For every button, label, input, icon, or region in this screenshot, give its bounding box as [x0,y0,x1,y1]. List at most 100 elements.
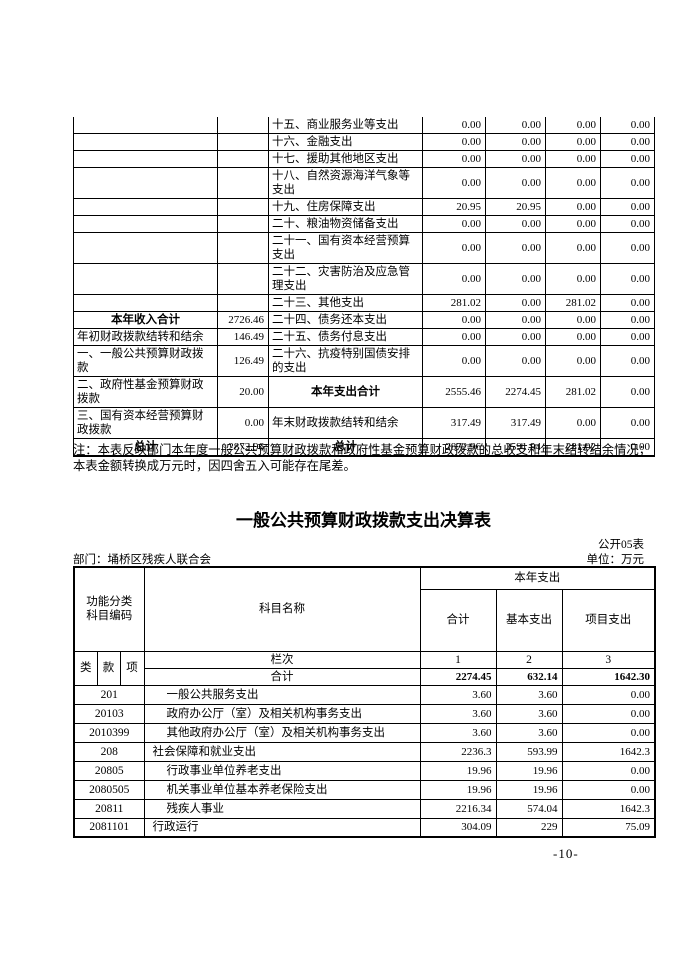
expense-item-label: 十五、商业服务业等支出 [268,117,423,134]
function-code: 2010399 [73,722,145,743]
expense-item-label: 二十三、其他支出 [268,294,423,312]
row-basic-amount: 574.04 [495,798,563,819]
subject-name: 残疾人事业 [143,798,421,819]
expense-item-amount: 0.00 [545,198,601,216]
total-row: 合计 2274.45 632.14 1642.30 [74,667,656,686]
expense-item-amount: 0.00 [600,328,655,346]
expense-item-label: 十七、援助其他地区支出 [268,150,423,168]
expense-item-amount: 0.00 [600,232,655,264]
summary-table-row: 十五、商业服务业等支出 0.00 0.00 0.00 0.00 [73,117,655,134]
column-index-3: 3 [561,650,656,669]
income-item-label [73,117,218,134]
project-expense-column-header: 项目支出 [561,588,656,652]
row-project-amount: 75.09 [561,817,656,838]
subject-column-header: 科目名称 [143,566,421,652]
expenditure-table-row: 20103 政府办公厅（室）及相关机构事务支出 3.60 3.60 0.00 [73,703,656,724]
unit-label: 单位：万元 [586,554,645,566]
summary-table: 十五、商业服务业等支出 0.00 0.00 0.00 0.00 十六、金融支出 0.00 0.… [73,117,655,457]
summary-table-row: 本年收入合计 2726.46 二十四、债务还本支出 0.00 0.00 0.00 0.00 [73,311,655,329]
summary-table-row: 年初财政拨款结转和结余 146.49 二十五、债务付息支出 0.00 0.00 0.00 0… [73,328,655,346]
income-item-label: 总计 [73,438,218,457]
function-code: 20805 [73,760,145,781]
summary-table-row: 总计 2872.96 总计 2872.96 2591.94 281.02 0.00 [73,438,655,457]
expense-item-amount: 0.00 [485,150,546,168]
income-item-label [73,167,218,199]
row-project-amount: 0.00 [561,722,656,743]
total-column-header: 合计 [419,588,497,652]
expenditure-table-row: 201 一般公共服务支出 3.60 3.60 0.00 [73,684,656,705]
function-code: 2080505 [73,779,145,800]
expense-item-amount: 0.00 [600,263,655,295]
page-number: -10- [553,846,579,861]
income-item-amount [217,150,269,168]
summary-table-row: 一、一般公共预算财政拨款 126.49 二十六、抗疫特别国债安排的支出 0.00 0.0… [73,345,655,377]
row-project-amount: 0.00 [561,779,656,800]
summary-table-row: 十七、援助其他地区支出 0.00 0.00 0.00 0.00 [73,150,655,168]
function-code: 20811 [73,798,145,819]
expense-item-amount: 0.00 [422,232,486,264]
summary-table-row: 十九、住房保障支出 20.95 20.95 0.00 0.00 [73,198,655,216]
expense-item-amount: 0.00 [422,328,486,346]
summary-table-row: 二十一、国有资本经营预算支出 0.00 0.00 0.00 0.00 [73,232,655,264]
expenditure-table-row: 2010399 其他政府办公厅（室）及相关机构事务支出 3.60 3.60 0.00 [73,722,656,743]
income-item-label [73,294,218,312]
expense-item-amount: 0.00 [485,263,546,295]
expense-item-amount: 0.00 [600,345,655,377]
income-item-amount [217,215,269,233]
row-basic-amount: 229 [495,817,563,838]
function-code: 201 [73,684,145,705]
summary-table-row: 二十、粮油物资储备支出 0.00 0.00 0.00 0.00 [73,215,655,233]
expense-item-label: 十六、金融支出 [268,133,423,151]
row-project-amount: 0.00 [561,684,656,705]
income-item-amount [217,198,269,216]
subject-name: 社会保障和就业支出 [143,741,421,762]
row-project-amount: 1642.3 [561,741,656,762]
total-amount: 2274.45 [419,667,497,686]
income-item-amount: 126.49 [217,345,269,377]
expense-item-amount: 0.00 [545,150,601,168]
clause-subcolumn-header: 款 [96,650,121,686]
income-item-label [73,133,218,151]
function-code: 208 [73,741,145,762]
expense-item-amount: 0.00 [485,232,546,264]
expense-item-amount: 0.00 [422,167,486,199]
expense-item-amount: 0.00 [545,328,601,346]
summary-table-row: 十六、金融支出 0.00 0.00 0.00 0.00 [73,133,655,151]
total-basic-amount: 632.14 [495,667,563,686]
expense-item-amount: 0.00 [545,345,601,377]
subject-name: 一般公共服务支出 [143,684,421,705]
income-item-label: 三、国有资本经营预算财政拨款 [73,407,218,439]
expense-item-amount: 0.00 [600,117,655,134]
row-project-amount: 0.00 [561,760,656,781]
income-item-label: 一、一般公共预算财政拨款 [73,345,218,377]
expense-item-amount: 0.00 [485,133,546,151]
income-item-amount: 146.49 [217,328,269,346]
income-item-amount: 2726.46 [217,311,269,329]
expense-item-amount: 0.00 [422,117,486,134]
expense-item-label: 本年支出合计 [268,376,423,408]
total-row-label: 合计 [143,667,421,686]
expense-item-label: 十九、住房保障支出 [268,198,423,216]
item-subcolumn-header: 项 [119,650,145,686]
expenditure-table-row: 2080505 机关事业单位基本养老保险支出 19.96 19.96 0.00 [73,779,656,800]
expense-item-amount: 0.00 [600,376,655,408]
expense-item-label: 二十四、债务还本支出 [268,311,423,329]
expense-item-amount: 0.00 [545,117,601,134]
income-item-amount [217,294,269,312]
expense-item-amount: 0.00 [545,167,601,199]
row-basic-amount: 19.96 [495,779,563,800]
expense-item-label: 十八、自然资源海洋气象等支出 [268,167,423,199]
page-title: 一般公共预算财政拨款支出决算表 [236,511,491,530]
expense-item-amount: 0.00 [600,294,655,312]
expenditure-table-row: 20805 行政事业单位养老支出 19.96 19.96 0.00 [73,760,656,781]
expense-item-amount: 20.95 [485,198,546,216]
row-total-amount: 19.96 [419,760,497,781]
row-project-amount: 1642.3 [561,798,656,819]
expense-item-amount: 0.00 [485,117,546,134]
row-total-amount: 19.96 [419,779,497,800]
column-index-label: 栏次 [143,650,421,669]
income-item-amount [217,232,269,264]
header-row-3: 类 款 项 栏次 1 2 3 [73,650,656,686]
row-total-amount: 3.60 [419,684,497,705]
